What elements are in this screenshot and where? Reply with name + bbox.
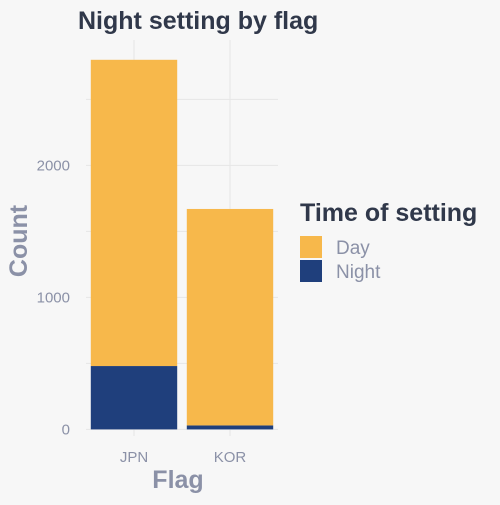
bar-jpn-night <box>90 366 178 430</box>
x-tick-label: KOR <box>214 449 247 466</box>
legend-label-night: Night <box>336 262 381 283</box>
axis-layer: 0 1000 2000 JPN KOR <box>37 157 247 466</box>
legend: Time of setting Day Night <box>300 199 477 283</box>
legend-swatch-day <box>300 236 322 258</box>
bar-kor-day <box>186 208 274 426</box>
chart-title: Night setting by flag <box>78 7 318 35</box>
bar-kor-night <box>186 425 274 430</box>
y-tick-label: 0 <box>62 421 70 438</box>
bars-layer <box>90 59 274 430</box>
legend-label-day: Day <box>336 238 370 259</box>
y-tick-label: 1000 <box>37 289 70 306</box>
y-axis-title: Count <box>5 204 33 277</box>
x-tick-label: JPN <box>120 449 148 466</box>
bar-jpn-day <box>90 59 178 367</box>
legend-title: Time of setting <box>300 199 477 227</box>
y-tick-label: 2000 <box>37 157 70 174</box>
legend-swatch-night <box>300 260 322 282</box>
x-axis-title: Flag <box>152 466 203 494</box>
